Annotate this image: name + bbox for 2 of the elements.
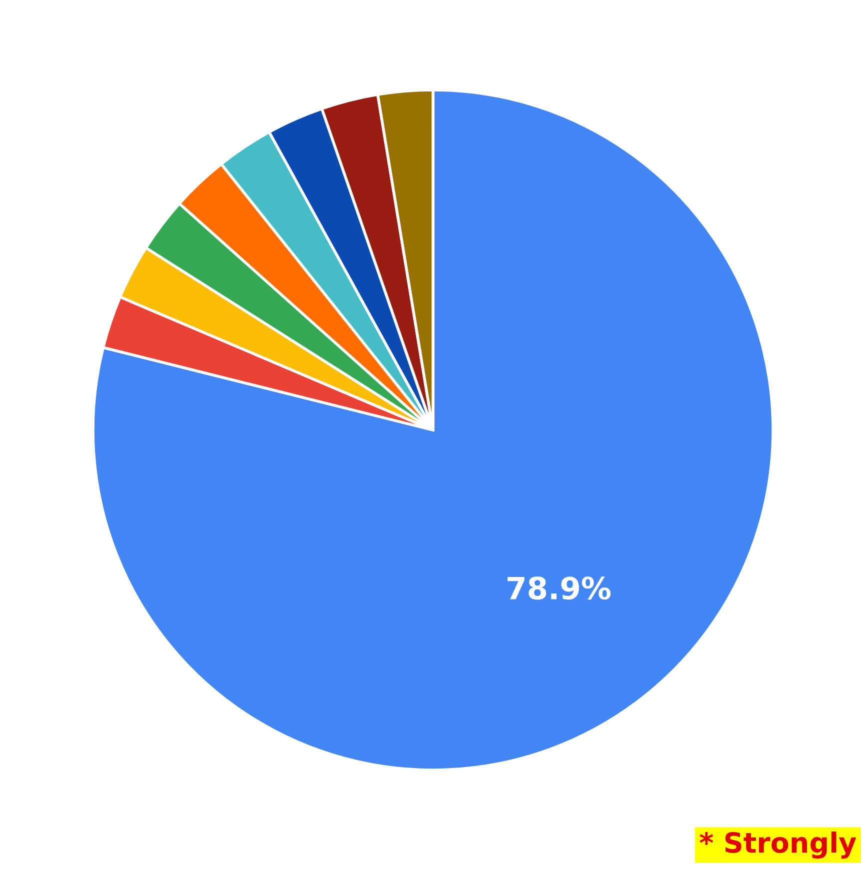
data-label: 78.9%	[508, 576, 611, 600]
text: * Strongly	[700, 831, 856, 859]
